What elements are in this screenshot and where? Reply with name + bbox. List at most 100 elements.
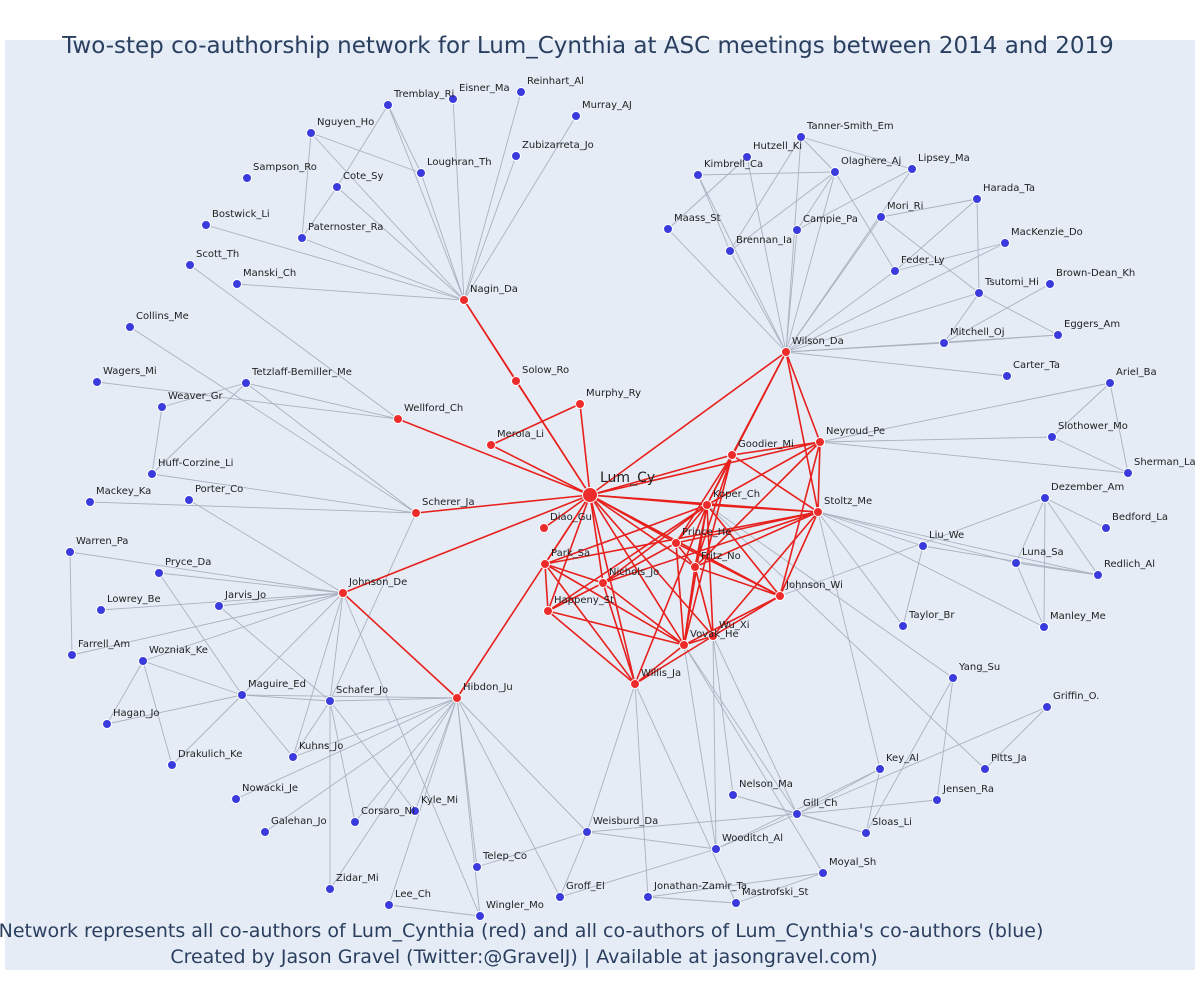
node-Nguyen_Ho[interactable]	[306, 128, 316, 138]
node-Maass_St[interactable]	[663, 224, 673, 234]
node-Nelson_Ma[interactable]	[728, 790, 738, 800]
node-Hagan_Jo[interactable]	[102, 719, 112, 729]
node-Taylor_Br[interactable]	[898, 621, 908, 631]
node-Tetzlaff-Bemiller_Me[interactable]	[241, 378, 251, 388]
node-Weaver_Gr[interactable]	[157, 402, 167, 412]
node-Eisner_Ma[interactable]	[448, 94, 458, 104]
node-Dezember_Am[interactable]	[1040, 493, 1050, 503]
node-Tanner-Smith_Em[interactable]	[796, 132, 806, 142]
node-Scott_Th[interactable]	[185, 260, 195, 270]
node-Jonathan-Zamir_Ta[interactable]	[643, 892, 653, 902]
node-Key_Al[interactable]	[875, 764, 885, 774]
node-Koper_Ch[interactable]	[702, 500, 712, 510]
node-Sherman_La[interactable]	[1123, 468, 1133, 478]
node-Prince_He[interactable]	[671, 538, 681, 548]
node-Jensen_Ra[interactable]	[932, 795, 942, 805]
node-Murray_AJ[interactable]	[571, 111, 581, 121]
node-Collins_Me[interactable]	[125, 322, 135, 332]
node-Wellford_Ch[interactable]	[393, 414, 403, 424]
node-Wingler_Mo[interactable]	[475, 911, 485, 921]
node-Mitchell_Oj[interactable]	[939, 338, 949, 348]
node-Slothower_Mo[interactable]	[1047, 432, 1057, 442]
node-Johnson_De[interactable]	[338, 588, 348, 598]
node-Brennan_Ia[interactable]	[725, 246, 735, 256]
node-Zidar_Mi[interactable]	[325, 884, 335, 894]
node-Jarvis_Jo[interactable]	[214, 601, 224, 611]
node-Drakulich_Ke[interactable]	[167, 760, 177, 770]
node-Tsutomi_Hi[interactable]	[974, 288, 984, 298]
node-Wooditch_Al[interactable]	[711, 844, 721, 854]
node-Stoltz_Me[interactable]	[813, 507, 823, 517]
node-Cote_Sy[interactable]	[332, 182, 342, 192]
node-Lowrey_Be[interactable]	[96, 605, 106, 615]
node-Wu_Xi[interactable]	[708, 631, 718, 641]
node-Goodier_Mi[interactable]	[727, 450, 737, 460]
node-Park_Sa[interactable]	[540, 559, 550, 569]
node-Groff_El[interactable]	[555, 892, 565, 902]
node-Happeny_St[interactable]	[543, 606, 553, 616]
node-Vovak_He[interactable]	[679, 640, 689, 650]
node-Neyroud_Pe[interactable]	[815, 437, 825, 447]
node-Ariel_Ba[interactable]	[1105, 378, 1115, 388]
node-Pryce_Da[interactable]	[154, 568, 164, 578]
node-Wagers_Mi[interactable]	[92, 377, 102, 387]
node-Nowacki_Je[interactable]	[231, 794, 241, 804]
node-Maguire_Ed[interactable]	[237, 690, 247, 700]
node-Weisburd_Da[interactable]	[582, 827, 592, 837]
node-Lum_Cy[interactable]	[582, 487, 598, 503]
node-Eggers_Am[interactable]	[1053, 330, 1063, 340]
node-Hibdon_Ju[interactable]	[452, 693, 462, 703]
node-Yang_Su[interactable]	[948, 673, 958, 683]
node-Redlich_Al[interactable]	[1093, 570, 1103, 580]
node-Kimbrell_Ca[interactable]	[693, 170, 703, 180]
node-Lee_Ch[interactable]	[384, 900, 394, 910]
node-Liu_We[interactable]	[918, 541, 928, 551]
node-Bedford_La[interactable]	[1101, 523, 1111, 533]
node-Johnson_Wi[interactable]	[775, 591, 785, 601]
node-Murphy_Ry[interactable]	[575, 399, 585, 409]
node-Scherer_Ja[interactable]	[411, 508, 421, 518]
node-Schafer_Jo[interactable]	[325, 696, 335, 706]
node-Merola_Li[interactable]	[486, 440, 496, 450]
node-Fritz_No[interactable]	[690, 562, 700, 572]
node-Pitts_Ja[interactable]	[980, 764, 990, 774]
node-Telep_Co[interactable]	[472, 862, 482, 872]
node-Feder_Ly[interactable]	[890, 266, 900, 276]
node-Manski_Ch[interactable]	[232, 279, 242, 289]
node-Carter_Ta[interactable]	[1002, 371, 1012, 381]
node-Willis_Ja[interactable]	[630, 679, 640, 689]
node-Warren_Pa[interactable]	[65, 547, 75, 557]
node-Campie_Pa[interactable]	[792, 225, 802, 235]
node-Olaghere_Aj[interactable]	[830, 167, 840, 177]
node-Hutzell_Ki[interactable]	[742, 152, 752, 162]
node-Paternoster_Ra[interactable]	[297, 233, 307, 243]
node-Mastrofski_St[interactable]	[731, 898, 741, 908]
node-Tremblay_Ri[interactable]	[383, 100, 393, 110]
node-Harada_Ta[interactable]	[972, 194, 982, 204]
node-Brown-Dean_Kh[interactable]	[1045, 279, 1055, 289]
node-Diao_Gu[interactable]	[539, 523, 549, 533]
node-Kyle_Mi[interactable]	[410, 806, 420, 816]
node-Moyal_Sh[interactable]	[818, 868, 828, 878]
node-Wilson_Da[interactable]	[781, 347, 791, 357]
node-Huff-Corzine_Li[interactable]	[147, 469, 157, 479]
node-Nagin_Da[interactable]	[459, 295, 469, 305]
node-Gill_Ch[interactable]	[792, 809, 802, 819]
node-Griffin_O.[interactable]	[1042, 702, 1052, 712]
node-Zubizarreta_Jo[interactable]	[511, 151, 521, 161]
node-Porter_Co[interactable]	[184, 495, 194, 505]
node-Lipsey_Ma[interactable]	[907, 164, 917, 174]
node-Kuhns_Jo[interactable]	[288, 752, 298, 762]
node-Corsaro_Ni[interactable]	[350, 817, 360, 827]
node-Wozniak_Ke[interactable]	[138, 656, 148, 666]
node-Nichols_Jo[interactable]	[598, 578, 608, 588]
node-Bostwick_Li[interactable]	[201, 220, 211, 230]
node-Galehan_Jo[interactable]	[260, 827, 270, 837]
node-Solow_Ro[interactable]	[511, 376, 521, 386]
node-Reinhart_Al[interactable]	[516, 87, 526, 97]
node-Loughran_Th[interactable]	[416, 168, 426, 178]
node-Sloas_Li[interactable]	[861, 828, 871, 838]
node-Mori_Ri[interactable]	[876, 212, 886, 222]
node-Sampson_Ro[interactable]	[242, 173, 252, 183]
node-Farrell_Am[interactable]	[67, 650, 77, 660]
